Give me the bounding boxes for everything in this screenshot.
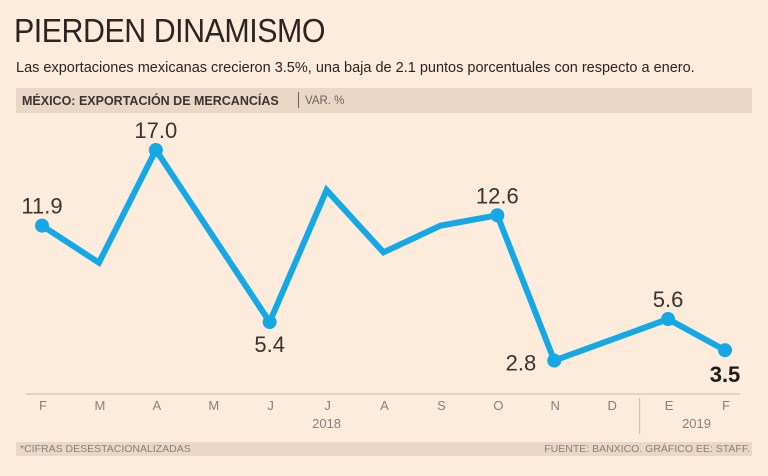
x-tick-label: A [380,398,389,413]
year-label: 2019 [682,416,711,431]
data-point [718,343,732,358]
footnote: *CIFRAS DESESTACIONALIZADAS [20,443,191,455]
data-label: 11.9 [21,194,62,219]
data-label: 3.5 [710,362,741,387]
footer-band [16,442,752,456]
x-tick-label: M [94,398,105,413]
x-tick-label: J [324,398,331,413]
data-label: 5.4 [254,332,285,357]
x-tick-label: E [665,398,674,413]
x-tick-label: J [267,398,274,413]
x-tick-label: F [722,398,730,413]
x-tick-label: F [39,398,47,413]
x-tick-label: N [551,398,560,413]
chart-subtitle: Las exportaciones mexicanas crecieron 3.… [16,60,695,76]
chart-title: PIERDEN DINAMISMO [14,12,326,49]
data-label: 5.6 [653,287,684,312]
chart-unit: VAR. % [305,95,345,107]
series-line [40,144,727,365]
divider [298,92,299,108]
data-label: 17.0 [134,118,177,143]
source-credit: FUENTE: BANXICO. GRÁFICO EE: STAFF. [544,443,750,455]
chart-header-band [16,88,752,113]
data-point [661,312,676,327]
data-label: 2.8 [506,351,537,376]
data-point [262,315,277,330]
data-label: 12.6 [476,183,519,208]
data-point [547,353,562,368]
x-tick-label: A [152,398,161,413]
x-tick-label: D [607,398,616,413]
x-tick-label: M [208,398,219,413]
x-tick-label: O [493,398,503,413]
data-point [35,218,49,233]
data-point [490,208,505,223]
data-point [148,143,163,157]
x-tick-label: S [437,398,446,413]
chart-series-title: MÉXICO: EXPORTACIÓN DE MERCANCÍAS [22,94,279,108]
year-label: 2018 [312,416,341,431]
